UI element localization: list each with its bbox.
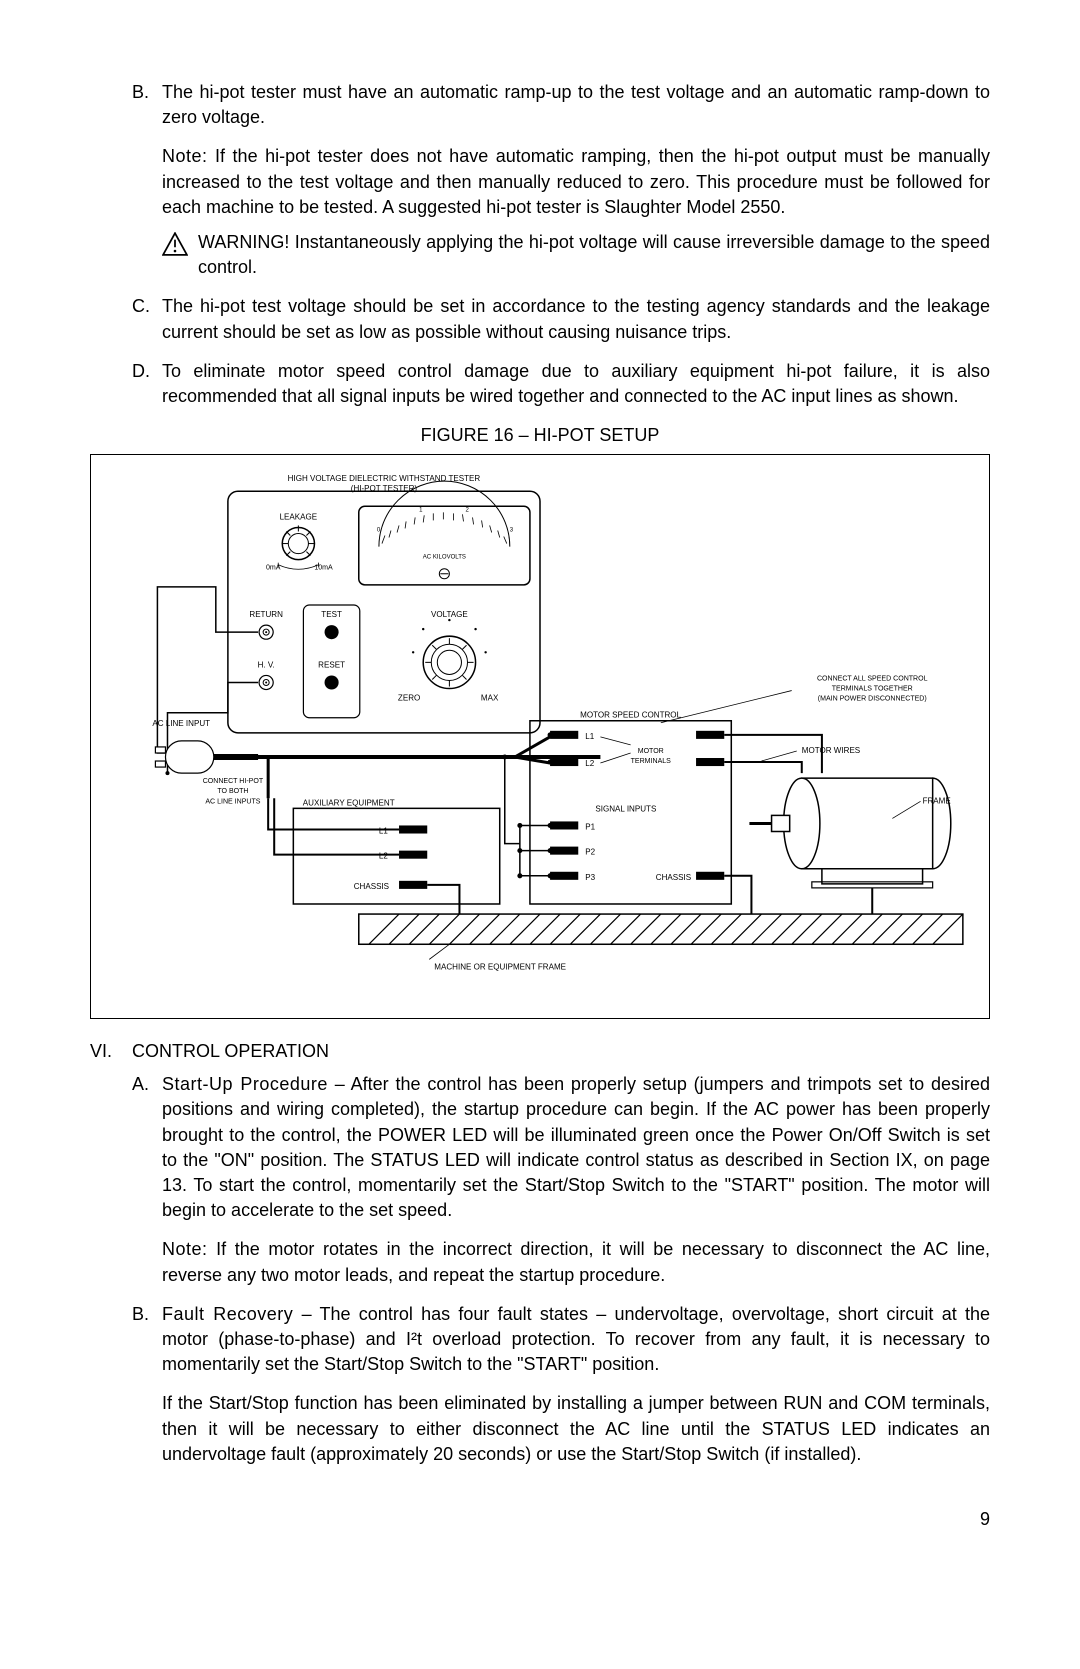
lbl-ca3: (MAIN POWER DISCONNECTED)	[818, 696, 927, 703]
lbl-return: RETURN	[249, 610, 283, 619]
lbl-hv: H. V.	[258, 661, 275, 670]
lbl-mt1: MOTOR	[638, 748, 664, 755]
lbl-p1: P1	[585, 823, 595, 832]
via-body: Start-Up Procedure – After the control h…	[162, 1072, 990, 1288]
item-c-label: C.	[132, 294, 162, 344]
via-note-text: If the motor rotates in the incorrect di…	[162, 1239, 990, 1284]
lbl-ca2: TERMINALS TOGETHER	[832, 686, 913, 693]
via-text: – After the control has been properly se…	[162, 1074, 990, 1220]
item-b-note-label: Note:	[162, 146, 208, 166]
item-d-label: D.	[132, 359, 162, 409]
lbl-aux-l1: L1	[379, 827, 388, 836]
via-note: Note: If the motor rotates in the incorr…	[162, 1237, 990, 1287]
lbl-p2: P2	[585, 848, 595, 857]
warning-icon	[162, 232, 190, 263]
section-vi-b: B. Fault Recovery – The control has four…	[132, 1302, 990, 1467]
lbl-frame: FRAME	[923, 797, 952, 806]
section-vi-a: A. Start-Up Procedure – After the contro…	[132, 1072, 990, 1288]
item-b-warning: WARNING! Instantaneously applying the hi…	[162, 230, 990, 280]
lbl-acline: AC LINE INPUT	[152, 719, 210, 728]
vib-para2: If the Start/Stop function has been elim…	[162, 1391, 990, 1467]
lbl-leakage: LEAKAGE	[280, 513, 318, 522]
page-number: 9	[90, 1507, 990, 1532]
lbl-ackv: AC KILOVOLTS	[423, 555, 466, 561]
lbl-reset: RESET	[318, 661, 345, 670]
lbl-ch2: TO BOTH	[217, 788, 248, 795]
section-vi-title: CONTROL OPERATION	[132, 1039, 329, 1064]
lbl-machineframe: MACHINE OR EQUIPMENT FRAME	[434, 963, 566, 972]
list-item-b: B. The hi-pot tester must have an automa…	[132, 80, 990, 280]
via-note-label: Note:	[162, 1239, 208, 1259]
lbl-ch1: CONNECT HI-POT	[203, 778, 264, 785]
lbl-ch3: AC LINE INPUTS	[205, 799, 260, 806]
lbl-motorwires: MOTOR WIRES	[802, 746, 860, 755]
lbl-aux-l2: L2	[379, 852, 388, 861]
lbl-max: MAX	[481, 694, 499, 703]
lbl-sig: SIGNAL INPUTS	[595, 805, 656, 814]
item-b-text: The hi-pot tester must have an automatic…	[162, 82, 990, 127]
lbl-msc-l1: L1	[585, 732, 594, 741]
item-c-text: The hi-pot test voltage should be set in…	[162, 294, 990, 344]
vib-label: B.	[132, 1302, 162, 1467]
lbl-test: TEST	[321, 610, 342, 619]
lbl-voltage: VOLTAGE	[431, 610, 468, 619]
section-vi-heading: VI. CONTROL OPERATION	[90, 1039, 990, 1064]
lbl-sc1: 1	[419, 508, 423, 514]
item-b-body: The hi-pot tester must have an automatic…	[162, 80, 990, 280]
section-vi-num: VI.	[90, 1039, 132, 1064]
figure-16: HIGH VOLTAGE DIELECTRIC WITHSTAND TESTER…	[90, 454, 990, 1019]
item-b-warning-body: WARNING! Instantaneously applying the hi…	[198, 230, 990, 280]
lbl-mt2: TERMINALS	[631, 758, 672, 765]
via-title: Start-Up Procedure	[162, 1074, 328, 1094]
lbl-zero: ZERO	[398, 694, 420, 703]
lbl-sc3: 3	[510, 528, 514, 534]
lbl-10ma: 10mA	[314, 565, 333, 572]
lbl-aux: AUXILIARY EQUIPMENT	[303, 799, 395, 808]
lbl-sc2: 2	[465, 508, 469, 514]
item-b-note-text: If the hi-pot tester does not have autom…	[162, 146, 990, 216]
lbl-ca1: CONNECT ALL SPEED CONTROL	[817, 676, 928, 683]
item-b-warning-label: WARNING!	[198, 232, 289, 252]
lbl-p3: P3	[585, 873, 595, 882]
list-item-d: D. To eliminate motor speed control dama…	[132, 359, 990, 409]
lbl-msc: MOTOR SPEED CONTROL	[580, 711, 681, 720]
vib-body: Fault Recovery – The control has four fa…	[162, 1302, 990, 1467]
item-d-text: To eliminate motor speed control damage …	[162, 359, 990, 409]
item-b-label: B.	[132, 80, 162, 280]
list-item-c: C. The hi-pot test voltage should be set…	[132, 294, 990, 344]
vib-title: Fault Recovery	[162, 1304, 293, 1324]
item-b-warning-text: Instantaneously applying the hi-pot volt…	[198, 232, 990, 277]
figure-title: FIGURE 16 – HI-POT SETUP	[90, 423, 990, 448]
item-b-note: Note: If the hi-pot tester does not have…	[162, 144, 990, 220]
lbl-aux-chassis: CHASSIS	[354, 882, 389, 891]
via-label: A.	[132, 1072, 162, 1288]
hipot-diagram: HIGH VOLTAGE DIELECTRIC WITHSTAND TESTER…	[97, 461, 983, 1005]
lbl-msc-chassis: CHASSIS	[656, 873, 691, 882]
lbl-msc-l2: L2	[585, 759, 594, 768]
